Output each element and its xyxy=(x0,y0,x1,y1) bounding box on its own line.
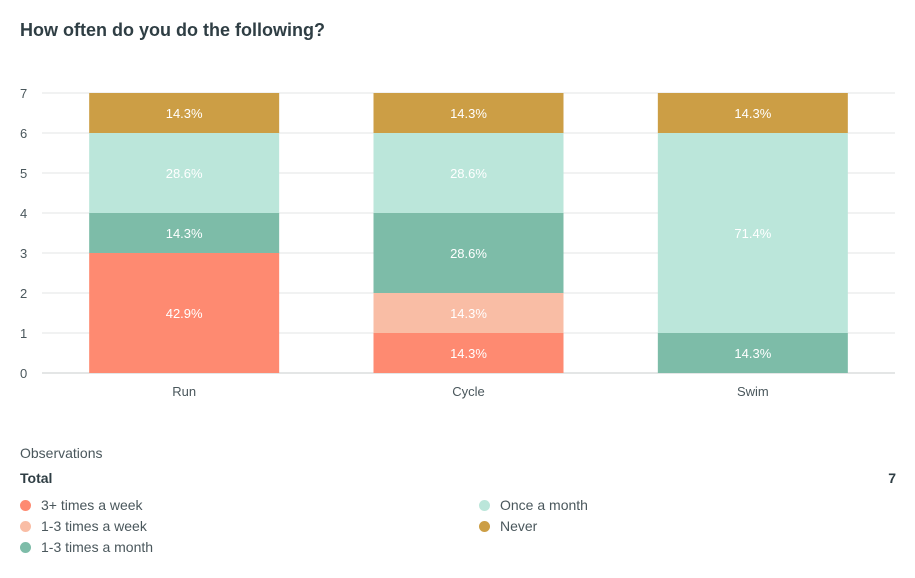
data-label: 14.3% xyxy=(450,346,487,361)
data-label: 42.9% xyxy=(166,306,203,321)
bar-segment[interactable] xyxy=(89,93,280,133)
bar-segment[interactable] xyxy=(373,93,564,133)
legend-label: 1-3 times a month xyxy=(41,539,154,555)
y-tick-label: 0 xyxy=(20,366,27,381)
y-tick-label: 7 xyxy=(20,86,27,101)
y-tick-label: 2 xyxy=(20,286,27,301)
bar-segment[interactable] xyxy=(89,213,280,253)
bar-segment[interactable] xyxy=(373,333,564,373)
y-tick-label: 5 xyxy=(20,166,27,181)
bar-segment[interactable] xyxy=(657,93,848,133)
data-label: 14.3% xyxy=(166,106,203,121)
total-label: Total xyxy=(20,470,53,486)
legend-item[interactable]: 1-3 times a month xyxy=(20,539,153,555)
data-label: 14.3% xyxy=(734,346,771,361)
total-value: 7 xyxy=(888,470,896,486)
bar-segment[interactable] xyxy=(657,333,848,373)
data-label: 28.6% xyxy=(450,166,487,181)
bar-segment[interactable] xyxy=(373,293,564,333)
legend-item[interactable]: Never xyxy=(479,518,537,534)
legend-dot-icon xyxy=(20,541,31,553)
legend-dot-icon xyxy=(479,499,490,511)
y-tick-label: 1 xyxy=(20,326,27,341)
legend-label: Once a month xyxy=(500,497,588,513)
bar-segment[interactable] xyxy=(89,133,280,213)
legend-dot-icon xyxy=(479,520,490,532)
data-label: 28.6% xyxy=(166,166,203,181)
data-label: 14.3% xyxy=(450,106,487,121)
y-tick-label: 6 xyxy=(20,126,27,141)
legend-label: Never xyxy=(500,518,538,534)
bar-segment[interactable] xyxy=(89,253,280,373)
bar-segment[interactable] xyxy=(373,213,564,293)
y-tick-label: 3 xyxy=(20,246,27,261)
data-label: 28.6% xyxy=(450,246,487,261)
legend-dot-icon xyxy=(20,499,31,511)
x-tick-label: Run xyxy=(172,384,196,399)
stacked-bar-chart: 0 1 2 3 4 5 6 7 42.9% 14.3% 28.6% 14.3% Run 14.3% 14.3… xyxy=(20,86,895,399)
bar-segment[interactable] xyxy=(373,133,564,213)
y-tick-label: 4 xyxy=(20,206,27,221)
observations-label: Observations xyxy=(20,445,103,461)
data-label: 14.3% xyxy=(166,226,203,241)
legend-item[interactable]: Once a month xyxy=(479,497,588,513)
legend-label: 3+ times a week xyxy=(41,497,143,513)
legend-dot-icon xyxy=(20,520,31,532)
data-label: 14.3% xyxy=(450,306,487,321)
legend-label: 1-3 times a week xyxy=(41,518,147,534)
x-tick-label: Swim xyxy=(737,384,769,399)
x-tick-label: Cycle xyxy=(452,384,485,399)
chart-title: How often do you do the following? xyxy=(20,20,325,40)
data-label: 14.3% xyxy=(734,106,771,121)
legend-item[interactable]: 3+ times a week xyxy=(20,497,143,513)
bar-segment[interactable] xyxy=(657,133,848,333)
legend-item[interactable]: 1-3 times a week xyxy=(20,518,147,534)
data-label: 71.4% xyxy=(734,226,771,241)
